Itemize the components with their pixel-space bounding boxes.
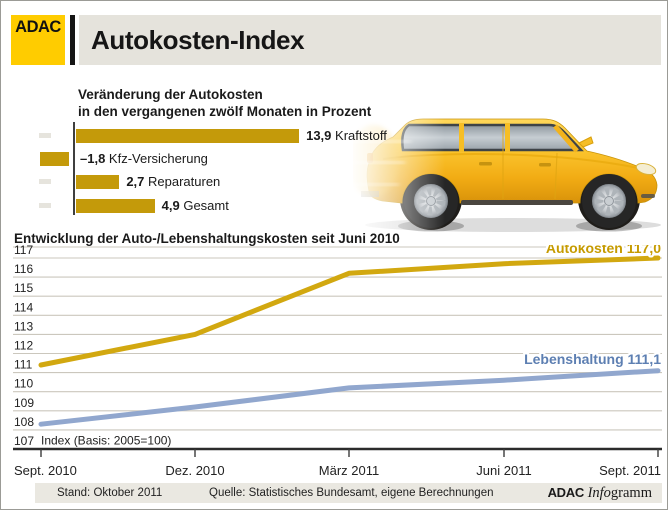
bar-Gesamt <box>76 199 155 213</box>
front-wheel <box>582 174 636 228</box>
headlight <box>635 162 657 176</box>
bar-label-Kraftstoff: 13,9 Kraftstoff <box>306 128 387 143</box>
line-Autokosten <box>38 255 661 368</box>
y-tick-label-115: 115 <box>14 281 33 295</box>
y-tick-label-114: 114 <box>14 300 33 314</box>
door-handle-front <box>539 163 551 167</box>
bar-chart-subtitle-line1: Veränderung der Autokosten <box>78 87 263 102</box>
footer-source: Quelle: Statistisches Bundesamt, eigene … <box>209 487 494 499</box>
bar-value: 4,9 <box>161 198 180 213</box>
motion-blur <box>353 95 445 237</box>
adac-logo: ADAC <box>11 15 65 65</box>
title-band <box>79 15 661 65</box>
yellow-suv-image <box>353 95 661 237</box>
series-label-Lebenshaltung: Lebenshaltung 111,1 <box>524 351 661 367</box>
bar-label-Kfz-Versicherung: –1,8 Kfz-Versicherung <box>80 151 208 166</box>
a-pillar <box>553 124 579 153</box>
x-tick-label-Juni 2011: Juni 2011 <box>476 463 531 478</box>
bar-chart-baseline-axis <box>73 122 75 215</box>
page-title: Autokosten-Index <box>91 25 305 55</box>
y-tick-label-116: 116 <box>14 262 33 276</box>
line-Lebenshaltung <box>38 368 661 427</box>
footer-band <box>35 483 662 503</box>
bar-Kraftstoff <box>76 129 300 143</box>
bar-ghost-mark <box>39 133 51 138</box>
x-tick-label-Sept. 2010: Sept. 2010 <box>14 463 77 478</box>
x-tick-label-März 2011: März 2011 <box>319 463 379 478</box>
front-bumper-grill <box>641 194 655 198</box>
y-tick-label-108: 108 <box>14 415 34 429</box>
bar-Reparaturen <box>76 175 120 189</box>
b-pillar <box>459 123 464 152</box>
bar-value: 2,7 <box>126 174 145 189</box>
y-tick-label-112: 112 <box>14 339 33 353</box>
adac-logo-text: ADAC <box>15 18 61 36</box>
header-divider <box>70 15 75 65</box>
bar-chart-subtitle-line2: in den vergangenen zwölf Monaten in Proz… <box>78 103 372 119</box>
bar-chart-subtitle: Veränderung der Autokosten in den vergan… <box>78 87 371 120</box>
bar-chart: 13,9 Kraftstoff –1,8 Kfz-Versicherung 2,7 … <box>1 1 667 231</box>
door-seam-front <box>554 152 558 200</box>
bar-label-Gesamt: 4,9 Gesamt <box>161 198 229 213</box>
x-tick-label-Dez. 2010: Dez. 2010 <box>165 463 224 478</box>
line-chart: 117 116 115 114 113 112 111 110 109 108 107 Index (… <box>13 245 663 478</box>
line-chart-title: Entwicklung der Auto-/Lebenshaltungskost… <box>14 231 400 246</box>
bar-label-Reparaturen: 2,7 Reparaturen <box>126 174 221 189</box>
y-tick-label-107: 107 <box>14 434 34 448</box>
rocker-panel <box>461 200 573 205</box>
y-tick-label-117: 117 <box>14 245 33 257</box>
bar-value: 13,9 <box>306 128 332 143</box>
bar-ghost-mark <box>39 203 51 208</box>
footer-brand-gramm: gramm <box>610 485 652 501</box>
c-pillar <box>505 123 510 152</box>
bar-value: –1,8 <box>80 151 106 166</box>
y-tick-label-113: 113 <box>14 319 33 333</box>
side-mirror <box>578 136 594 148</box>
y-tick-label-109: 109 <box>14 396 34 410</box>
bar-ghost-mark <box>39 179 51 184</box>
footer-stand: Stand: Oktober 2011 <box>57 487 163 499</box>
x-tick-label-Sept. 2011: Sept. 2011 <box>599 463 661 478</box>
door-handle <box>479 162 492 166</box>
footer-brand-adac: ADAC <box>547 485 585 500</box>
index-basis-note: Index (Basis: 2005=100) <box>41 434 171 448</box>
y-tick-label-110: 110 <box>14 377 33 391</box>
bar-Kfz-Versicherung <box>40 152 69 166</box>
y-tick-label-111: 111 <box>14 358 33 372</box>
footer-brand: ADAC Infogramm <box>548 482 652 502</box>
series-label-Autokosten: Autokosten 117,0 <box>546 245 661 256</box>
footer-brand-info: Info <box>587 485 611 501</box>
